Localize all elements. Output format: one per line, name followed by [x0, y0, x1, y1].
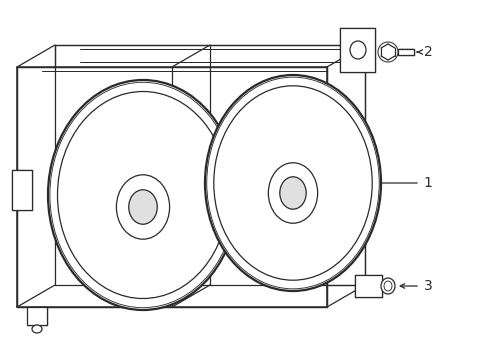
Ellipse shape — [48, 80, 238, 310]
Ellipse shape — [116, 175, 169, 239]
Polygon shape — [27, 307, 47, 325]
Ellipse shape — [268, 163, 317, 223]
Ellipse shape — [128, 190, 157, 224]
Text: 2: 2 — [423, 45, 432, 59]
Text: 1: 1 — [422, 176, 431, 190]
Polygon shape — [17, 67, 326, 307]
Ellipse shape — [32, 325, 42, 333]
Polygon shape — [12, 170, 32, 210]
Ellipse shape — [279, 177, 305, 209]
Polygon shape — [55, 45, 364, 285]
Polygon shape — [339, 28, 374, 72]
Text: 3: 3 — [423, 279, 432, 293]
Ellipse shape — [204, 75, 380, 291]
Polygon shape — [397, 49, 413, 55]
Polygon shape — [354, 275, 381, 297]
Ellipse shape — [380, 278, 394, 294]
